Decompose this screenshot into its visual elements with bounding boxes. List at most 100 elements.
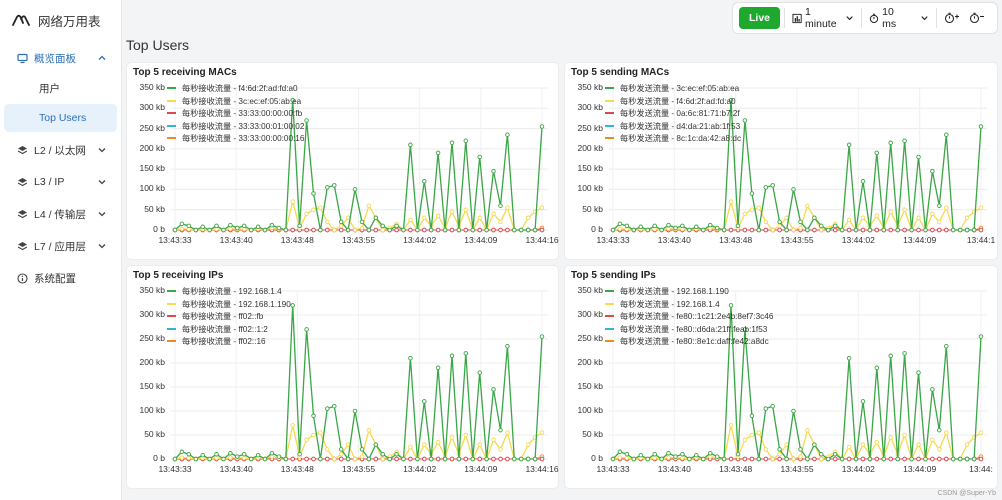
data-point xyxy=(491,456,496,462)
sidebar-item-overview[interactable]: 概览面板 xyxy=(0,42,121,74)
legend-item[interactable]: 每秒接收流量 - 33:33:00:00:00:16 xyxy=(167,132,304,144)
decrease-interval-button[interactable] xyxy=(966,6,991,30)
data-point xyxy=(449,140,455,146)
sidebar-item-l4[interactable]: L4 / 传输层 xyxy=(0,198,121,230)
data-point xyxy=(860,227,866,233)
data-point xyxy=(957,456,963,462)
legend-item[interactable]: 每秒发送流量 - f4:6d:2f:ad:fd:a0 xyxy=(605,95,736,107)
legend-item[interactable]: 每秒接收流量 - 192.168.1.190 xyxy=(167,298,291,310)
data-point xyxy=(916,370,921,375)
legend-item[interactable]: 每秒接收流量 - 33:33:00:01:00:02 xyxy=(167,120,304,132)
sidebar-item-label: L3 / IP xyxy=(34,176,65,188)
legend-item[interactable]: 每秒接收流量 - f4:6d:2f:ad:fd:a0 xyxy=(167,82,298,94)
sidebar-item-settings[interactable]: 系统配置 xyxy=(0,262,121,294)
legend-item[interactable]: 每秒发送流量 - fe80::d6da:21ff:feab:1f53 xyxy=(605,323,767,335)
live-button[interactable]: Live xyxy=(739,7,781,29)
data-point xyxy=(248,227,254,233)
increase-interval-button[interactable] xyxy=(941,6,966,30)
data-point xyxy=(617,455,623,460)
data-point xyxy=(512,456,517,462)
y-tick-label: 200 kb xyxy=(577,142,603,153)
data-point xyxy=(304,227,309,233)
y-tick-label: 0 b xyxy=(153,224,165,234)
data-point xyxy=(777,219,782,225)
legend-item[interactable]: 每秒发送流量 - fe80::8e1c:daff:fe42:a8dc xyxy=(605,335,769,347)
data-point xyxy=(944,132,949,137)
data-point xyxy=(214,455,219,461)
legend-item[interactable]: 每秒接收流量 - ff02::1:2 xyxy=(167,323,268,335)
sidebar-item-l7[interactable]: L7 / 应用层 xyxy=(0,230,121,262)
data-point xyxy=(442,227,448,233)
data-point xyxy=(359,454,365,459)
legend-item[interactable]: 每秒接收流量 - ff02::fb xyxy=(167,310,263,322)
data-point xyxy=(477,442,482,447)
chevron-up-icon xyxy=(98,55,106,60)
refresh-interval-select[interactable]: 10 ms xyxy=(866,6,932,30)
data-point xyxy=(846,456,852,462)
y-tick-label: 250 kb xyxy=(139,333,165,343)
legend-item[interactable]: 每秒发送流量 - 3c:ec:ef:05:ab:ea xyxy=(605,82,739,94)
sidebar-item-label: L4 / 传输层 xyxy=(34,208,86,221)
data-point xyxy=(770,227,775,233)
legend-item[interactable]: 每秒发送流量 - 192.168.1.4 xyxy=(605,298,720,310)
time-range-select[interactable]: 1 minute xyxy=(789,6,857,30)
legend-item[interactable]: 每秒发送流量 - 8c:1c:da:42:a8:dc xyxy=(605,132,741,144)
legend-item[interactable]: 每秒发送流量 - d4:da:21:ab:1f:53 xyxy=(605,120,740,132)
data-point xyxy=(832,223,838,229)
data-point xyxy=(228,226,233,232)
data-point xyxy=(408,142,413,148)
legend-item[interactable]: 每秒接收流量 - ff02::16 xyxy=(167,335,266,347)
data-point xyxy=(318,430,323,435)
data-point xyxy=(798,225,803,231)
sidebar-subitem-users[interactable]: 用户 xyxy=(4,74,117,102)
data-point xyxy=(318,456,323,462)
data-point xyxy=(617,221,623,227)
x-tick-label: 13:44: xyxy=(969,464,993,474)
sidebar-item-l3[interactable]: L3 / IP xyxy=(0,166,121,198)
sidebar-subitem-top-users[interactable]: Top Users xyxy=(4,104,117,132)
data-point xyxy=(311,432,316,438)
data-point xyxy=(881,227,887,233)
data-point xyxy=(325,406,330,411)
data-point xyxy=(624,223,630,229)
data-point xyxy=(262,227,268,233)
legend-item[interactable]: 每秒发送流量 - fe80::1c21:2e4b:8ef7:3c46 xyxy=(605,310,773,322)
legend-swatch xyxy=(605,340,614,342)
x-tick-label: 13:43:48 xyxy=(719,464,753,474)
y-tick-label: 100 kb xyxy=(139,405,165,415)
data-point xyxy=(477,215,482,221)
legend-label: 每秒发送流量 - fe80::8e1c:daff:fe42:a8dc xyxy=(620,337,769,346)
y-tick-label: 350 kb xyxy=(139,285,165,295)
watermark: CSDN @Super-Yb xyxy=(937,490,996,497)
data-point xyxy=(763,406,769,411)
data-point xyxy=(791,187,796,192)
data-point xyxy=(978,205,984,210)
legend-swatch xyxy=(605,290,614,292)
chart-panel-sending-macs: Top 5 sending MACs 350 kb 300 kb 250 kb 200… xyxy=(564,62,998,260)
data-point xyxy=(325,456,330,462)
data-point xyxy=(749,227,755,233)
data-point xyxy=(449,227,455,233)
data-point xyxy=(930,227,935,233)
legend-item[interactable]: 每秒接收流量 - 3c:ec:ef:05:ab:ea xyxy=(167,95,301,107)
data-point xyxy=(408,456,413,462)
legend-item[interactable]: 每秒接收流量 - 192.168.1.4 xyxy=(167,285,282,297)
sidebar-item-l2[interactable]: L2 / 以太网 xyxy=(0,134,121,166)
data-point xyxy=(860,179,866,184)
data-point xyxy=(916,154,921,160)
chevron-down-icon xyxy=(98,148,106,153)
data-point xyxy=(484,227,489,233)
legend-item[interactable]: 每秒发送流量 - 0a:6c:81:71:b7:2f xyxy=(605,107,740,119)
data-point xyxy=(798,219,803,225)
stack-icon xyxy=(16,144,28,156)
x-tick-label: 13:44:02 xyxy=(403,235,437,245)
data-point xyxy=(839,456,845,462)
brand[interactable]: 网络万用表 xyxy=(0,0,121,40)
data-point xyxy=(449,209,455,214)
data-point xyxy=(805,203,810,208)
data-point xyxy=(352,187,358,192)
y-tick-label: 50 kb xyxy=(144,429,165,439)
legend-item[interactable]: 每秒接收流量 - 33:33:00:00:00:fb xyxy=(167,107,302,119)
legend-item[interactable]: 每秒发送流量 - 192.168.1.190 xyxy=(605,285,729,297)
data-point xyxy=(228,222,233,228)
